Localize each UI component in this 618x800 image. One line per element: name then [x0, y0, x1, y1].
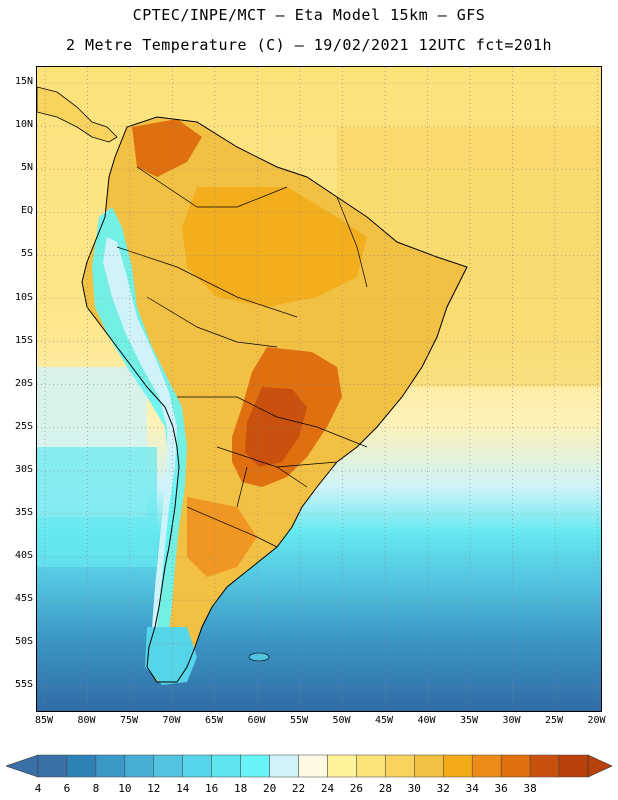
colorbar-high-arrow [587, 754, 612, 778]
colorbar-tick-label: 24 [320, 782, 335, 795]
lat-label-50s: 50S [14, 636, 33, 648]
lon-label-30w: 30W [502, 715, 521, 726]
colorbar-swatch [443, 754, 473, 778]
colorbar-low-arrow [6, 754, 39, 778]
pacific-cyan-band [37, 447, 157, 567]
colorbar-swatch [66, 754, 97, 778]
lat-label-25s: 25S [14, 420, 33, 432]
colorbar-tick-label: 12 [147, 782, 161, 795]
colorbar-tick-label: 38 [523, 782, 537, 795]
lon-label-65w: 65W [204, 715, 224, 726]
colorbar-swatch [124, 754, 155, 778]
colorbar-swatch [529, 754, 560, 778]
colorbar-tick-label: 4 [34, 782, 42, 795]
colorbar-swatch [414, 754, 444, 778]
lon-label-25w: 25W [544, 715, 564, 726]
falkland-islands [248, 652, 270, 662]
patagonia-warm [187, 497, 257, 577]
lat-label-15n: 15N [14, 76, 33, 87]
colorbar-tick-label: 36 [494, 782, 508, 795]
lon-label-50w: 50W [332, 715, 351, 726]
colorbar-tick-label: 18 [234, 782, 248, 795]
amazon-warm [182, 187, 367, 307]
colorbar-swatch [37, 754, 68, 778]
lat-label-20s: 20S [14, 377, 33, 389]
colorbar-swatch [500, 754, 531, 778]
colorbar-tick-label: 10 [118, 782, 132, 795]
lat-label-5n: 5N [20, 162, 33, 174]
lon-label-45w: 45W [374, 715, 394, 726]
lat-label-55s: 55S [14, 679, 33, 691]
lat-label-45s: 45S [14, 593, 33, 605]
lon-label-40w: 40W [417, 715, 436, 726]
colorbar-tick-label: 14 [176, 782, 190, 795]
colorbar-swatch [182, 754, 212, 778]
lon-label-80w: 80W [77, 715, 96, 726]
lon-label-55w: 55W [289, 715, 309, 726]
colorbar-swatch [240, 754, 270, 778]
colorbar-swatch [153, 754, 183, 778]
colorbar-tick-label: 22 [291, 782, 306, 795]
lat-label-35s: 35S [14, 507, 33, 518]
colorbar-swatch [327, 754, 357, 778]
temperature-map [37, 67, 601, 711]
central-america-land [37, 86, 118, 143]
colorbar-tick-label: 16 [205, 782, 219, 795]
colorbar-tick-label: 34 [465, 782, 479, 795]
lon-label-75w: 75W [119, 715, 139, 726]
lon-label-85w: 85W [34, 715, 54, 726]
chart-title-line2: 2 Metre Temperature (C) – 19/02/2021 12U… [65, 36, 553, 54]
colorbar [6, 754, 612, 778]
lat-label-5s: 5S [20, 248, 33, 260]
colorbar-tick-label: 28 [378, 782, 392, 795]
country-borders [116, 166, 368, 548]
lat-label-40s: 40S [14, 550, 33, 562]
colorbar-tick-label: 26 [349, 782, 364, 795]
colorbar-tick-label: 6 [63, 782, 71, 795]
colorbar-tick-label: 30 [407, 782, 421, 795]
lat-label-eq: EQ [20, 205, 33, 217]
hot-zone-core [245, 387, 307, 467]
colorbar-swatch [558, 754, 589, 778]
map-frame [36, 66, 602, 712]
lon-label-70w: 70W [162, 715, 181, 726]
colorbar-swatch [356, 754, 386, 778]
lat-label-10s: 10S [14, 291, 33, 303]
lat-label-10n: 10N [14, 119, 33, 131]
colorbar-swatch [269, 754, 299, 778]
colorbar-swatch [95, 754, 126, 778]
colorbar-swatch [211, 754, 241, 778]
colorbar-tick-label: 32 [436, 782, 450, 795]
andes-core [103, 237, 177, 627]
lat-label-15s: 15S [14, 334, 33, 346]
colorbar-swatch [298, 754, 328, 778]
southern-tip-cool [145, 627, 197, 685]
coastline [81, 116, 468, 683]
lon-label-60w: 60W [247, 715, 266, 726]
colorbar-swatch [385, 754, 415, 778]
colorbar-tick-label: 20 [262, 782, 277, 795]
lon-label-20w: 20W [587, 715, 606, 726]
lat-label-30s: 30S [14, 463, 33, 475]
lon-label-35w: 35W [459, 715, 479, 726]
chart-title-line1: CPTEC/INPE/MCT – Eta Model 15km – GFS [132, 6, 486, 24]
colorbar-swatch [471, 754, 502, 778]
hot-zone-north [132, 119, 202, 177]
colorbar-tick-label: 8 [92, 782, 100, 795]
